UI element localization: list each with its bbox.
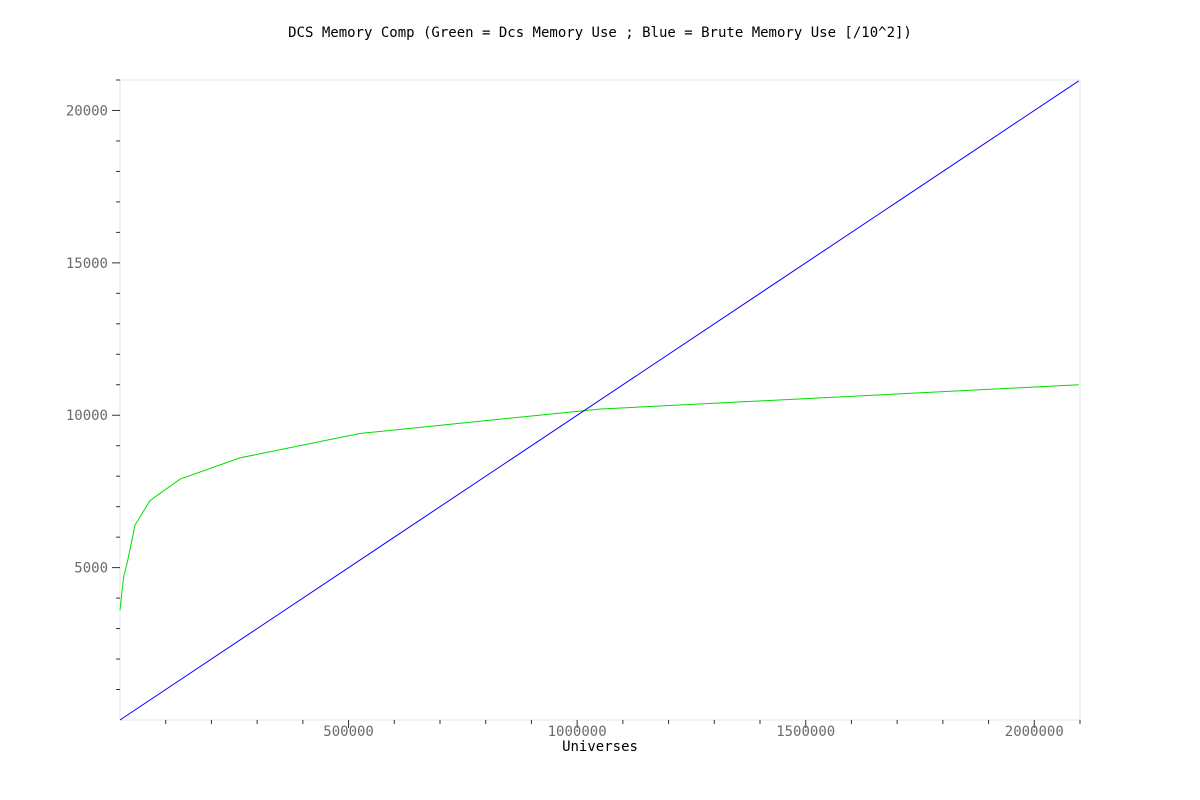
- y-tick-label: 15000: [66, 256, 108, 272]
- x-axis-label: Universes: [562, 739, 638, 755]
- axis-ticks: 5000 10000 15000 20000 500000 1000000 1500000 2…: [66, 79, 1081, 740]
- series-layer: [119, 80, 1079, 721]
- x-tick-label: 500000: [323, 724, 374, 740]
- y-tick-label: 20000: [66, 103, 108, 119]
- series-line-brute: [119, 80, 1079, 721]
- y-tick-label: 10000: [66, 408, 108, 424]
- chart-title: DCS Memory Comp (Green = Dcs Memory Use …: [288, 25, 912, 41]
- plot-frame: [119, 79, 1081, 721]
- x-tick-label: 2000000: [1005, 724, 1064, 740]
- y-tick-label: 5000: [74, 561, 108, 577]
- x-tick-label: 1000000: [548, 724, 607, 740]
- x-tick-label: 1500000: [776, 724, 835, 740]
- series-line-dcs: [119, 384, 1079, 611]
